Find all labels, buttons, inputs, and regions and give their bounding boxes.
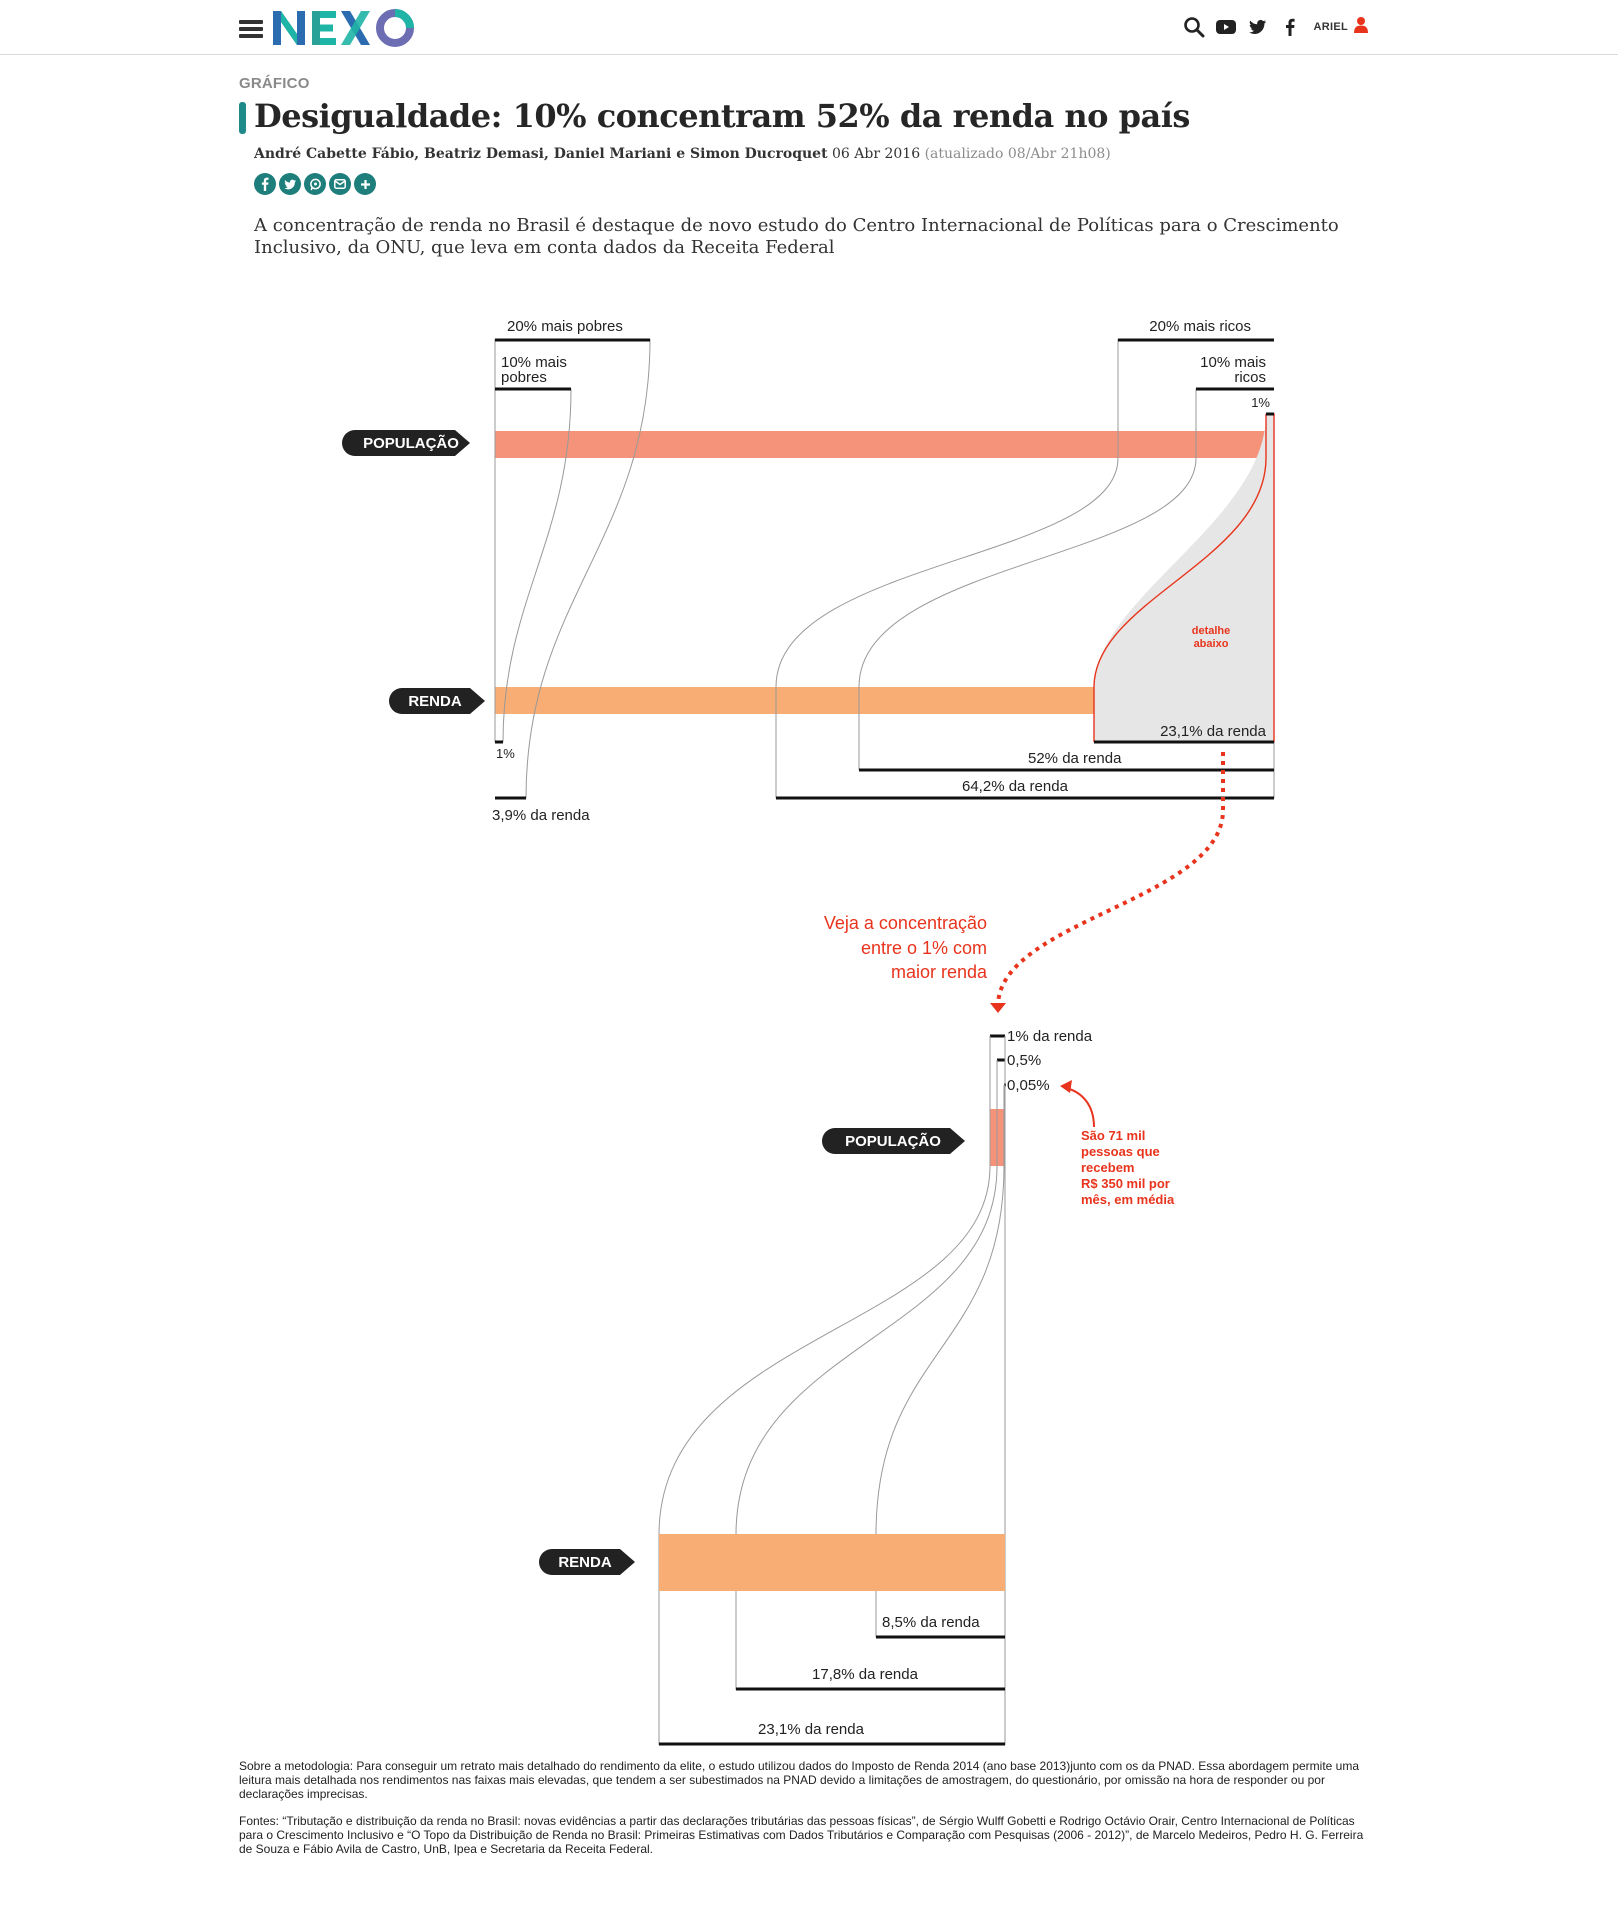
- population-bar: [495, 431, 1274, 458]
- svg-text:POPULAÇÃO: POPULAÇÃO: [363, 434, 459, 452]
- svg-text:São 71 mil: São 71 mil: [1081, 1128, 1145, 1143]
- detail-income-tag: RENDA: [539, 1549, 635, 1575]
- population-tag: POPULAÇÃO: [342, 430, 470, 456]
- annotation-arrowhead: [1060, 1080, 1072, 1093]
- label-10-mais-pobres-line1: 10% mais: [501, 354, 567, 371]
- svg-text:mês, em média: mês, em média: [1081, 1192, 1175, 1207]
- income-tag: RENDA: [389, 688, 485, 714]
- callout-arrowhead: [990, 1003, 1006, 1013]
- detail-income-1pct: 23,1% da renda: [758, 1721, 865, 1738]
- user-name[interactable]: ARIEL: [1313, 21, 1348, 33]
- detail-bottom-brackets: [659, 1635, 1005, 1746]
- annotation-text: São 71 mil pessoas que recebem R$ 350 mi…: [1081, 1128, 1175, 1207]
- user-icon[interactable]: [1354, 16, 1370, 38]
- label-10-mais-ricos-line1: 10% mais: [1200, 354, 1266, 371]
- detail-flow-lines: [658, 1036, 1006, 1745]
- plus-icon[interactable]: [354, 173, 376, 195]
- sources-note: Fontes: “Tributação e distribuição da re…: [239, 1814, 1364, 1856]
- detail-label-05pct: 0,5%: [1007, 1052, 1041, 1069]
- callout-line3: maior renda: [891, 962, 988, 982]
- detail-note-line2: abaixo: [1194, 638, 1229, 650]
- article-title: Desigualdade: 10% concentram 52% da rend…: [254, 97, 1190, 135]
- income-label-top-20: 64,2% da renda: [962, 778, 1069, 795]
- income-label-top-10: 52% da renda: [1028, 750, 1122, 767]
- top-group-brackets: [495, 338, 1274, 416]
- facebook-icon[interactable]: [1274, 11, 1306, 43]
- youtube-icon[interactable]: [1210, 11, 1242, 43]
- nexo-logo[interactable]: [270, 2, 430, 52]
- updated-date: (atualizado 08/Abr 21h08): [924, 146, 1111, 162]
- article-lede: A concentração de renda no Brasil é dest…: [254, 215, 1339, 258]
- detail-income-05pct: 17,8% da renda: [812, 1666, 919, 1683]
- detail-label-1pct: 1% da renda: [1007, 1028, 1093, 1045]
- top1-detail-area: [1094, 414, 1274, 742]
- byline: André Cabette Fábio, Beatriz Demasi, Dan…: [254, 146, 1111, 162]
- authors: André Cabette Fábio, Beatriz Demasi, Dan…: [254, 146, 828, 162]
- svg-text:pessoas que: pessoas que: [1081, 1144, 1160, 1159]
- publish-date: 06 Abr 2016: [832, 146, 921, 162]
- label-20-mais-pobres: 20% mais pobres: [507, 318, 623, 335]
- methodology-note: Sobre a metodologia: Para conseguir um r…: [239, 1759, 1360, 1801]
- income-label-top-1: 23,1% da renda: [1160, 723, 1267, 740]
- detail-income-005pct: 8,5% da renda: [882, 1614, 980, 1631]
- share-buttons: [254, 173, 376, 195]
- income-label-poorest-10: 1%: [496, 746, 515, 761]
- label-top-1: 1%: [1251, 395, 1270, 410]
- svg-text:recebem: recebem: [1081, 1160, 1134, 1175]
- email-icon[interactable]: [329, 173, 351, 195]
- callout-line1: Veja a concentração: [824, 913, 987, 933]
- detail-population-tag: POPULAÇÃO: [822, 1128, 965, 1154]
- callout-line2: entre o 1% com: [861, 938, 987, 958]
- flow-lines-poorest: [494, 338, 651, 799]
- twitter-icon[interactable]: [279, 173, 301, 195]
- label-10-mais-ricos-line2: ricos: [1234, 369, 1266, 386]
- search-icon[interactable]: [1178, 11, 1210, 43]
- svg-text:R$ 350 mil por: R$ 350 mil por: [1081, 1176, 1170, 1191]
- annotation-arrow: [1065, 1087, 1095, 1128]
- svg-text:POPULAÇÃO: POPULAÇÃO: [845, 1132, 941, 1150]
- article-kicker[interactable]: GRÁFICO: [239, 75, 310, 92]
- top1-flow-line: [1093, 414, 1267, 742]
- twitter-icon[interactable]: [1242, 11, 1274, 43]
- label-20-mais-ricos: 20% mais ricos: [1149, 318, 1251, 335]
- facebook-icon[interactable]: [254, 173, 276, 195]
- detail-label-005pct: 0,05%: [1007, 1077, 1050, 1094]
- title-accent-bar: [239, 102, 246, 134]
- detail-income-bar: [659, 1534, 1005, 1591]
- callout-dotted-arrow: [996, 752, 1225, 1006]
- svg-text:RENDA: RENDA: [408, 693, 462, 710]
- header-actions: ARIEL: [1178, 10, 1371, 44]
- top-navigation-bar: ARIEL: [0, 0, 1618, 55]
- whatsapp-icon[interactable]: [304, 173, 326, 195]
- detail-note-line1: detalhe: [1192, 625, 1231, 637]
- label-10-mais-pobres-line2: pobres: [501, 369, 547, 386]
- menu-icon[interactable]: [239, 20, 263, 38]
- detail-top-brackets: [990, 1034, 1006, 1087]
- bottom-brackets: [495, 740, 1274, 800]
- svg-text:RENDA: RENDA: [558, 1554, 612, 1571]
- income-label-poorest-20: 3,9% da renda: [492, 807, 590, 824]
